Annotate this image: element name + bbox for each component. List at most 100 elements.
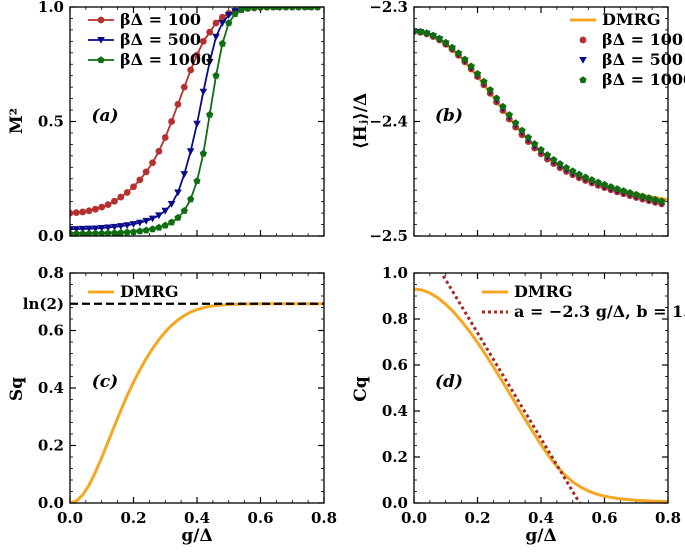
legend-marker [579,36,587,44]
x-tick-label: 0.6 [247,509,273,527]
data-point-a-1 [218,20,227,27]
data-point-a-2 [187,195,195,203]
data-point-a-2 [123,228,131,236]
data-point-a-2 [155,223,163,231]
data-point-a-0 [111,197,118,205]
y-tick-label: 1.0 [382,264,408,282]
data-point-a-2 [104,229,112,236]
legend-marker [579,76,587,84]
data-point-a-1 [161,207,170,215]
axes-frame [413,6,669,237]
panel-b-ylabel: ⟨Hⱼ⟩/Δ [351,93,371,149]
axes-frame [69,6,325,237]
x-tick-label: 0.8 [311,509,337,527]
data-point-b-3 [448,43,456,51]
data-point-b-3 [600,180,609,188]
data-point-a-1 [167,200,176,208]
data-point-a-2 [180,207,188,214]
x-tick-label: 0.4 [528,509,554,527]
data-point-a-0 [187,66,195,74]
x-tick-label: 0.0 [57,509,83,527]
data-point-a-1 [104,224,112,232]
panel-label-b: (b) [435,106,463,126]
legend-marker [97,16,105,24]
legend-label: DMRG [120,282,179,301]
y-tick-label: 0.8 [382,310,408,328]
panel-c: 0.0 0.2 0.4 0.6 0.8 0.0 0.2 0.4 0.6 0.8 ln(2) (c) DM… [23,264,337,527]
axes-frame [413,272,669,504]
data-point-a-0 [79,208,87,216]
legend-label: βΔ = 500 [602,50,683,69]
data-point-b-3 [588,176,596,183]
data-point-a-1 [186,148,195,156]
data-point-a-2 [225,19,233,27]
panel-a-ylabel: M² [7,108,27,134]
legend-label: DMRG [602,10,661,29]
data-point-a-0 [180,83,188,91]
data-point-a-0 [72,209,80,217]
data-point-a-1 [142,217,150,225]
data-point-b-3 [556,160,564,168]
series-line-c-0 [70,302,324,503]
data-point-a-1 [148,215,157,223]
data-point-a-0 [155,147,163,155]
data-point-a-2 [237,7,246,14]
legend-marker [97,37,105,44]
data-point-b-3 [607,183,615,190]
y-tick-label: 0.2 [382,448,408,466]
data-point-b-3 [569,167,577,175]
data-point-a-2 [117,228,125,236]
data-point-b-3 [613,185,621,193]
data-point-a-2 [257,7,264,11]
y-tick-label: −2.5 [369,227,408,245]
series-line-d-0 [414,287,668,503]
data-point-b-3 [658,197,666,205]
data-point-a-2 [85,229,93,236]
data-point-a-1 [136,219,144,227]
data-point-a-0 [98,203,106,211]
y-tick-label: 0.0 [38,494,64,512]
data-point-b-3 [499,102,507,110]
y-tick-label: 0.0 [38,227,64,245]
data-point-a-1 [85,225,93,233]
data-point-a-2 [136,227,144,235]
data-point-a-1 [91,225,100,233]
data-point-a-1 [110,223,119,231]
data-point-a-2 [199,149,207,157]
data-point-a-2 [72,229,80,236]
annotation-ln2: ln(2) [23,295,64,313]
data-point-b-3 [575,170,583,178]
data-point-a-1 [205,58,214,66]
data-point-a-0 [70,209,74,217]
y-tick-label: 0.6 [38,322,64,340]
data-point-a-1 [129,221,138,228]
data-point-a-1 [199,88,208,96]
data-point-a-0 [219,13,226,21]
panel-label-c: (c) [92,372,118,392]
data-point-a-1 [155,212,163,220]
y-tick-label: 0.4 [38,379,64,397]
data-point-a-1 [212,33,220,41]
data-point-b-3 [562,163,571,171]
data-point-a-1 [97,224,106,232]
data-point-a-0 [199,37,207,45]
data-point-a-2 [174,213,182,221]
data-point-a-2 [98,229,106,236]
data-point-a-0 [212,19,220,27]
legend-label: βΔ = 100 [602,30,683,49]
legend-marker [579,57,587,64]
data-point-a-1 [224,12,233,19]
panel-c-xlabel: g/Δ [181,526,212,546]
data-point-a-0 [136,176,144,184]
x-tick-label: 0.2 [464,509,490,527]
data-point-b-3 [537,145,545,153]
data-point-b-3 [480,77,488,85]
data-point-b-3 [442,38,450,46]
data-point-a-2 [250,7,258,11]
data-point-b-3 [645,194,653,202]
data-point-a-2 [79,229,87,236]
